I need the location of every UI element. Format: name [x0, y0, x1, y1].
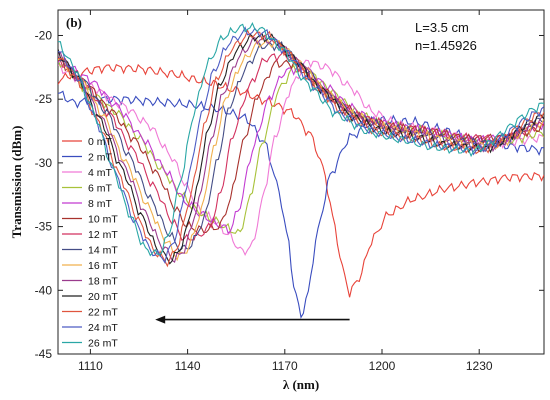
- legend-label: 4 mT: [88, 167, 113, 179]
- y-tick-label: -45: [35, 347, 53, 361]
- y-tick-label: -30: [35, 156, 53, 170]
- series-line-26-mt: [58, 22, 544, 257]
- legend-label: 8 mT: [88, 198, 113, 210]
- legend-label: 0 mT: [88, 136, 113, 148]
- x-tick-label: 1140: [175, 359, 201, 373]
- legend: 0 mT 2 mT 4 mT 6 mT 8 mT 10 mT 12 mT 14 mT 16 mT…: [62, 136, 118, 350]
- shift-arrow: [155, 315, 350, 324]
- legend-label: 18 mT: [88, 276, 118, 288]
- legend-label: 6 mT: [88, 183, 113, 195]
- legend-label: 24 mT: [88, 322, 118, 334]
- x-tick-label: 1170: [272, 359, 298, 373]
- legend-label: 10 mT: [88, 214, 118, 226]
- plot-frame: [57, 9, 545, 355]
- legend-label: 12 mT: [88, 229, 118, 241]
- axes-group: 1110 1140 1170 1200 1230 -20 -25 -30 -35 -40 -45: [35, 10, 544, 373]
- series-line-20-mt: [58, 32, 544, 265]
- legend-label: 14 mT: [88, 245, 118, 257]
- x-tick-label: 1110: [78, 359, 103, 373]
- panel-label: (b): [66, 15, 82, 30]
- x-tick-label: 1230: [466, 359, 493, 373]
- x-tick-label: 1200: [369, 359, 396, 373]
- series-line-0-mt: [58, 63, 544, 298]
- legend-label: 20 mT: [88, 291, 118, 303]
- legend-label: 22 mT: [88, 307, 118, 319]
- y-tick-label: -25: [35, 92, 53, 106]
- series-line-22-mt: [58, 28, 544, 268]
- y-axis-title: Transmission (dBm): [9, 126, 24, 239]
- y-tick-label: -35: [35, 220, 53, 234]
- series-line-2-mt: [58, 90, 544, 319]
- y-tick-label: -20: [35, 28, 53, 42]
- arrow-head: [155, 315, 166, 324]
- legend-label: 16 mT: [88, 260, 118, 272]
- series-line-10-mt: [58, 58, 544, 234]
- legend-label: 2 mT: [88, 152, 113, 164]
- length-annotation: L=3.5 cm: [415, 20, 469, 35]
- x-axis-title: λ (nm): [283, 377, 319, 392]
- index-annotation: n=1.45926: [415, 38, 477, 53]
- legend-label: 26 mT: [88, 338, 118, 350]
- y-tick-label: -40: [35, 283, 53, 297]
- series-group: [58, 22, 544, 319]
